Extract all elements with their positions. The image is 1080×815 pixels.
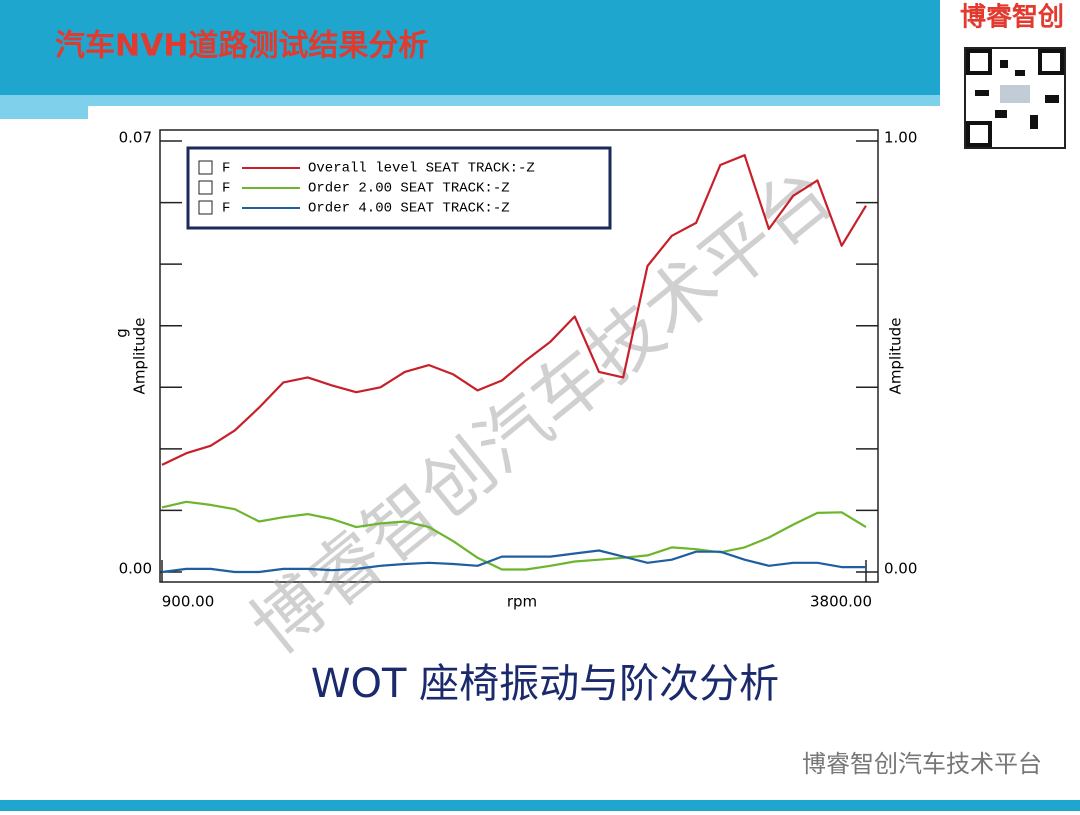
caption: WOT 座椅振动与阶次分析 [311, 661, 779, 707]
y-tick-label: 0.00 [119, 560, 152, 578]
y2-tick-label: 1.00 [884, 129, 917, 147]
series-line [161, 500, 867, 571]
brand: 博睿智创 [960, 3, 1064, 33]
header-white [88, 106, 940, 119]
legend-checkbox [198, 180, 213, 195]
header-band [0, 0, 940, 95]
series-line [161, 549, 866, 574]
qr-code [964, 47, 1066, 149]
y2-axis-label: Amplitude [887, 318, 905, 395]
x-tick-label: 3800.00 [810, 593, 872, 611]
series-line [161, 154, 867, 466]
y-unit: g [113, 328, 131, 338]
x-axis-label: rpm [507, 593, 537, 611]
footer: 博睿智创汽车技术平台 [802, 750, 1042, 778]
x-tick-label: 900.00 [162, 593, 215, 611]
legend-marker: F [222, 201, 230, 217]
legend-checkbox [198, 200, 213, 215]
footer-band [0, 800, 1080, 811]
legend-label: Order 2.00 SEAT TRACK:-Z [308, 181, 510, 197]
y-axis-label: Amplitude [131, 318, 149, 395]
legend-label: Order 4.00 SEAT TRACK:-Z [308, 201, 510, 217]
slide-title: 汽车NVH道路测试结果分析 [55, 29, 428, 64]
legend-marker: F [222, 161, 230, 177]
legend-marker: F [222, 181, 230, 197]
y-tick-label: 0.07 [119, 129, 152, 147]
legend-label: Overall level SEAT TRACK:-Z [308, 161, 535, 177]
y2-tick-label: 0.00 [884, 560, 917, 578]
legend-checkbox [198, 160, 213, 175]
